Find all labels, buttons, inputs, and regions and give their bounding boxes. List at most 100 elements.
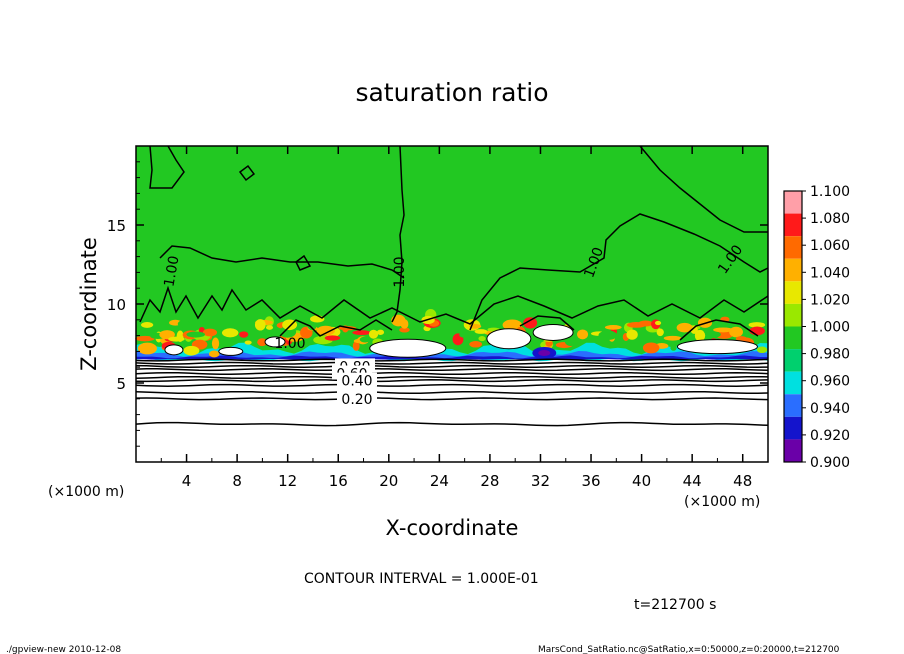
colorbar-label: 1.080 — [810, 211, 850, 227]
contour-line-1-00 — [149, 145, 185, 189]
saturated-field — [136, 146, 768, 358]
colorbar-label: 1.040 — [810, 265, 850, 281]
supersaturation-blotch — [626, 329, 638, 340]
colorbar-swatch — [784, 213, 802, 237]
x-axis-label: X-coordinate — [386, 516, 519, 540]
contour-line-1-00 — [238, 164, 256, 182]
white-patch — [218, 346, 244, 356]
white-patch — [264, 336, 286, 348]
supersaturation-blotch — [211, 337, 220, 350]
contour-label-lower: 0.20 — [341, 392, 372, 408]
contour-label-bg — [337, 390, 377, 405]
supersaturation-blotch — [316, 325, 335, 336]
y-tick-group: 5 10 15 — [107, 161, 768, 447]
colorbar-label: 0.920 — [810, 428, 850, 444]
x-tick-label: 4 — [182, 472, 192, 490]
supersaturation-blotch — [135, 335, 155, 342]
colorbar-swatch — [784, 303, 802, 327]
y-tick-label: 10 — [107, 296, 126, 314]
footer-right-note: MarsCond_SatRatio.nc@SatRatio,x=0:50000,… — [538, 645, 840, 654]
supersaturation-blotch — [502, 319, 523, 331]
supersaturation-blotch — [368, 329, 379, 339]
contour-line-lower — [135, 383, 769, 387]
colorbar: 1.100 1.080 1.060 1.040 1.020 1.000 0.980 0.960… — [783, 184, 850, 471]
supersaturation-blotch — [703, 331, 721, 338]
supersaturation-blotch — [642, 342, 660, 354]
supersaturation-blotch — [324, 335, 341, 341]
supersaturation-blotch — [265, 325, 274, 330]
colorbar-swatch — [784, 416, 802, 440]
supersaturation-blotch — [656, 328, 664, 337]
y-axis-label: Z-coordinate — [77, 237, 101, 371]
lower-contour-group — [135, 358, 769, 427]
supersaturation-blotch — [183, 345, 200, 356]
contour-line-1-00 — [469, 213, 769, 331]
contour-label-upper: 1.00 — [161, 255, 182, 288]
white-patch — [164, 344, 184, 356]
contour-line-1-00 — [279, 319, 393, 337]
contour-interval-note: CONTOUR INTERVAL = 1.000E-01 — [304, 571, 539, 587]
colorbar-label: 1.020 — [810, 292, 850, 308]
supersaturation-blotch — [713, 327, 734, 333]
z-unit-label: (×1000 m) — [48, 484, 124, 500]
supersaturation-blotch — [352, 330, 371, 336]
colorbar-label: 1.100 — [810, 184, 850, 200]
supersaturation-blotch — [221, 328, 239, 338]
supersaturation-blotch — [168, 336, 185, 342]
supersaturation-blotch — [208, 350, 220, 358]
supersaturation-blotch — [137, 342, 157, 355]
colorbar-swatch — [784, 371, 802, 395]
contour-line-1-00 — [391, 145, 405, 323]
supersaturation-blotch — [244, 340, 252, 345]
contour-line-lower — [135, 358, 769, 362]
colorbar-label: 1.000 — [810, 320, 850, 336]
supersaturation-blotch — [676, 322, 693, 333]
supersaturation-blotch — [469, 341, 483, 348]
time-stamp: t=212700 s — [634, 597, 716, 613]
colour-band-group — [135, 309, 768, 362]
colorbar-swatch — [784, 326, 802, 350]
colorbar-swatch — [784, 281, 802, 304]
contour-label-lower: 0.40 — [341, 374, 372, 390]
contour-label-upper: 1.00 — [392, 256, 408, 287]
colorbar-label: 0.980 — [810, 347, 850, 363]
x-unit-label: (×1000 m) — [684, 494, 760, 510]
y-tick-label: 5 — [116, 375, 126, 393]
chart-title: saturation ratio — [355, 78, 548, 107]
supersaturation-blotch — [756, 346, 768, 354]
x-tick-label: 32 — [531, 472, 550, 490]
contour-line-1-00 — [639, 145, 768, 233]
contour-line-lower — [135, 375, 769, 380]
x-tick-label: 44 — [683, 472, 702, 490]
supersaturation-blotch — [654, 320, 662, 326]
footer-left-note: ./gpview-new 2010-12-08 — [6, 645, 121, 654]
supersaturation-blotch — [140, 321, 154, 328]
contour-line-lower — [135, 379, 769, 383]
dry-pocket-core — [538, 349, 551, 356]
contour-line-1-00 — [295, 254, 312, 271]
colorbar-swatch — [784, 258, 802, 282]
supersaturation-blotch — [307, 320, 317, 331]
x-tick-label: 48 — [733, 472, 752, 490]
x-tick-label: 16 — [329, 472, 348, 490]
supersaturation-blotch — [478, 335, 486, 342]
contour-line-lower — [135, 421, 769, 427]
colorbar-label: 0.940 — [810, 401, 850, 417]
colorbar-swatch — [784, 349, 802, 372]
supersaturation-blotch — [239, 331, 249, 338]
supersaturation-blotch — [729, 326, 743, 338]
supersaturation-blotch — [670, 345, 677, 351]
colorbar-swatch — [784, 236, 802, 259]
supersaturation-blotch — [159, 330, 175, 340]
supersaturation-blotch — [400, 319, 409, 329]
supersaturation-blotch — [735, 336, 748, 342]
supersaturation-blotch — [663, 335, 682, 341]
supersaturation-blotch — [598, 330, 618, 341]
white-patch — [676, 339, 758, 355]
contour-label-upper: 1.00 — [274, 336, 305, 352]
contour-line-lower — [135, 368, 769, 372]
colorbar-label: 0.960 — [810, 374, 850, 390]
supersaturation-blotch — [412, 320, 421, 328]
